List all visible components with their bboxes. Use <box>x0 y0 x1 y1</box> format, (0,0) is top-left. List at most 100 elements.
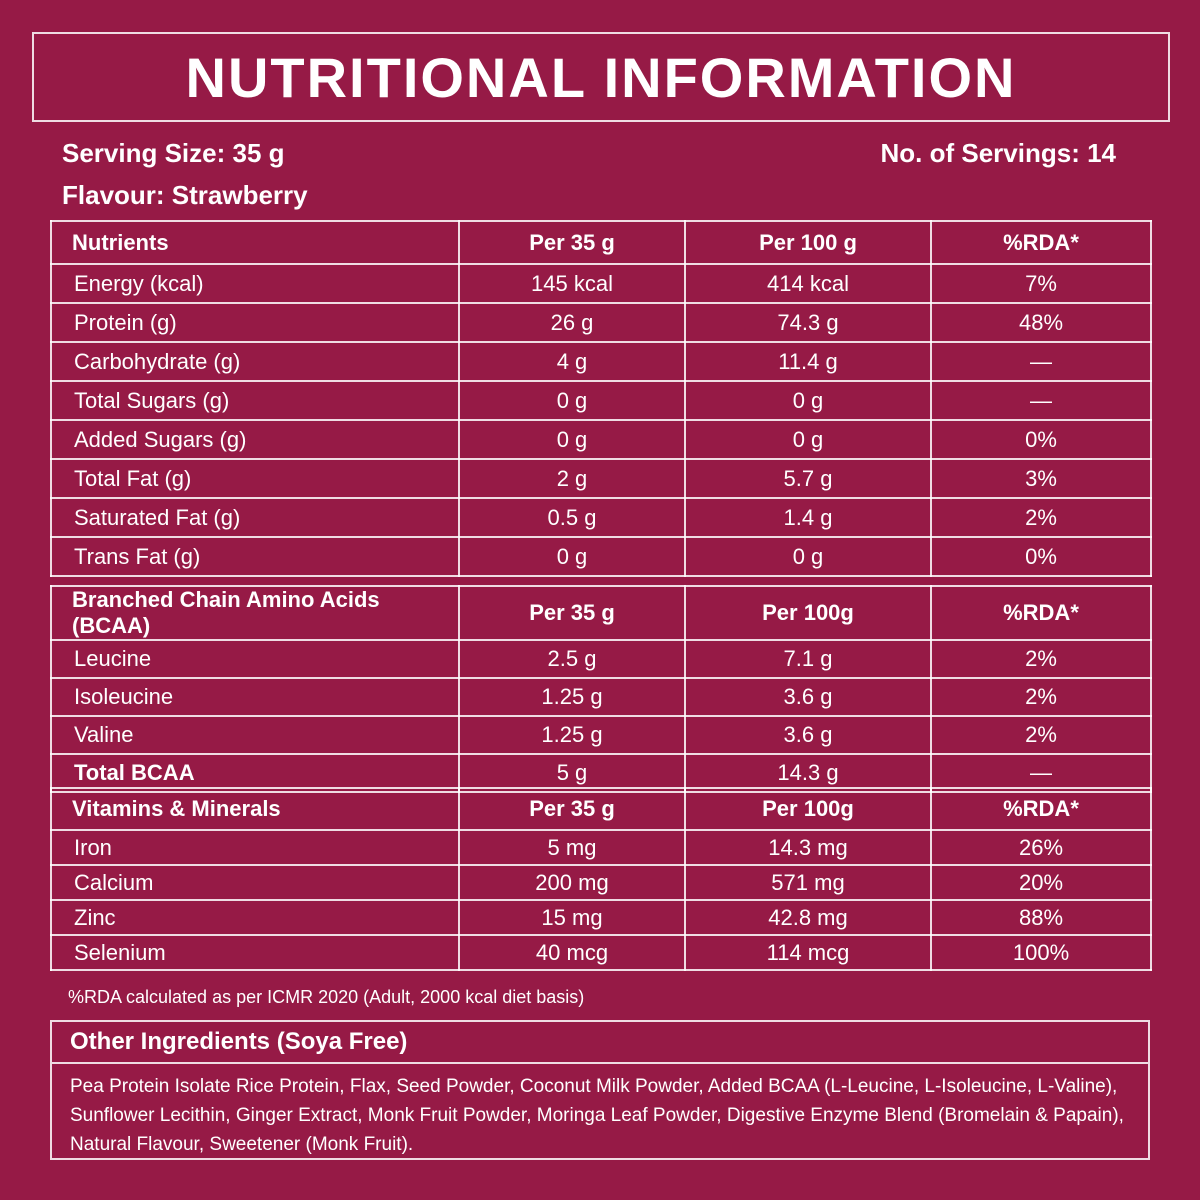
nutrients-table: Nutrients Per 35 g Per 100 g %RDA* Energy (k… <box>50 220 1152 577</box>
nutrient-value: 88% <box>930 899 1152 936</box>
nutrient-name: Calcium <box>50 864 460 901</box>
nutrient-value: — <box>930 380 1152 421</box>
nutrient-value: 5.7 g <box>684 458 932 499</box>
nutrient-value: 414 kcal <box>684 263 932 304</box>
nutrient-value: 14.3 g <box>684 753 932 793</box>
rda-footnote: %RDA calculated as per ICMR 2020 (Adult,… <box>68 987 585 1007</box>
table-row: Selenium 40 mcg 114 mcg 100% <box>50 934 1152 971</box>
column-header: %RDA* <box>930 585 1152 641</box>
nutrient-value: 0% <box>930 536 1152 577</box>
nutrient-value: 2% <box>930 639 1152 679</box>
nutrient-value: 0 g <box>684 419 932 460</box>
nutrient-value: 2 g <box>458 458 686 499</box>
table-row: Leucine 2.5 g 7.1 g 2% <box>50 639 1152 679</box>
nutrient-name: Energy (kcal) <box>50 263 460 304</box>
vitamins-table: Vitamins & Minerals Per 35 g Per 100g %RDA*… <box>50 787 1152 971</box>
nutrient-value: 11.4 g <box>684 341 932 382</box>
nutrient-value: 3% <box>930 458 1152 499</box>
nutrient-value: 42.8 mg <box>684 899 932 936</box>
column-header: Vitamins & Minerals <box>50 787 460 831</box>
column-header: Per 35 g <box>458 585 686 641</box>
nutrients-header-row: Nutrients Per 35 g Per 100 g %RDA* <box>50 220 1152 265</box>
nutrient-name: Selenium <box>50 934 460 971</box>
nutrient-value: 1.25 g <box>458 715 686 755</box>
servings-count: No. of Servings: 14 <box>880 138 1117 168</box>
nutrient-value: 114 mcg <box>684 934 932 971</box>
column-header: Nutrients <box>50 220 460 265</box>
ingredients-title: Other Ingredients (Soya Free) <box>52 1022 1148 1064</box>
nutrient-name: Leucine <box>50 639 460 679</box>
nutrient-value: 3.6 g <box>684 677 932 717</box>
nutrient-value: 571 mg <box>684 864 932 901</box>
nutrient-name: Saturated Fat (g) <box>50 497 460 538</box>
column-header: Per 100 g <box>684 220 932 265</box>
column-header: Per 100g <box>684 585 932 641</box>
nutrient-value: 2% <box>930 497 1152 538</box>
nutrient-name: Valine <box>50 715 460 755</box>
table-row: Carbohydrate (g) 4 g 11.4 g — <box>50 341 1152 382</box>
nutrient-value: 4 g <box>458 341 686 382</box>
nutrient-value: 0 g <box>684 380 932 421</box>
nutrient-name: Trans Fat (g) <box>50 536 460 577</box>
nutrient-value: 1.4 g <box>684 497 932 538</box>
nutrient-value: 7% <box>930 263 1152 304</box>
nutrient-value: 3.6 g <box>684 715 932 755</box>
nutrient-value: 1.25 g <box>458 677 686 717</box>
table-row: Saturated Fat (g) 0.5 g 1.4 g 2% <box>50 497 1152 538</box>
serving-size: Serving Size: 35 g <box>62 138 285 168</box>
nutrient-value: 145 kcal <box>458 263 686 304</box>
nutrient-name: Total Fat (g) <box>50 458 460 499</box>
nutrient-value: 100% <box>930 934 1152 971</box>
column-header: Per 100g <box>684 787 932 831</box>
nutrient-value: 0 g <box>458 419 686 460</box>
table-row: Isoleucine 1.25 g 3.6 g 2% <box>50 677 1152 717</box>
nutrient-value: 15 mg <box>458 899 686 936</box>
table-row: Total Fat (g) 2 g 5.7 g 3% <box>50 458 1152 499</box>
nutrient-value: 26% <box>930 829 1152 866</box>
column-header: %RDA* <box>930 787 1152 831</box>
column-header: Per 35 g <box>458 787 686 831</box>
table-row: Calcium 200 mg 571 mg 20% <box>50 864 1152 901</box>
nutrient-value: 0% <box>930 419 1152 460</box>
ingredients-text: Pea Protein Isolate Rice Protein, Flax, … <box>70 1076 1124 1155</box>
nutrient-value: 0 g <box>458 380 686 421</box>
page-title: NUTRITIONAL INFORMATION <box>185 45 1017 109</box>
nutrient-value: 200 mg <box>458 864 686 901</box>
nutrient-value: 5 mg <box>458 829 686 866</box>
nutrient-value: 0.5 g <box>458 497 686 538</box>
bcaa-header-row: Branched Chain Amino Acids (BCAA) Per 35 … <box>50 585 1152 641</box>
nutrient-value: 0 g <box>684 536 932 577</box>
table-row: Iron 5 mg 14.3 mg 26% <box>50 829 1152 866</box>
table-row: Zinc 15 mg 42.8 mg 88% <box>50 899 1152 936</box>
title-banner: NUTRITIONAL INFORMATION <box>32 32 1170 122</box>
nutrient-value: 2% <box>930 715 1152 755</box>
nutrient-name: Zinc <box>50 899 460 936</box>
nutrient-value: 40 mcg <box>458 934 686 971</box>
nutrient-name: Protein (g) <box>50 302 460 343</box>
column-header: Per 35 g <box>458 220 686 265</box>
table-row: Protein (g) 26 g 74.3 g 48% <box>50 302 1152 343</box>
nutrient-name: Iron <box>50 829 460 866</box>
nutrient-name: Carbohydrate (g) <box>50 341 460 382</box>
nutrient-value: 2% <box>930 677 1152 717</box>
table-row: Energy (kcal) 145 kcal 414 kcal 7% <box>50 263 1152 304</box>
vitamins-header-row: Vitamins & Minerals Per 35 g Per 100g %RDA* <box>50 787 1152 831</box>
ingredients-box: Other Ingredients (Soya Free) Pea Protei… <box>50 1020 1150 1160</box>
nutrient-value: 5 g <box>458 753 686 793</box>
nutrient-value: 2.5 g <box>458 639 686 679</box>
nutrient-value: 48% <box>930 302 1152 343</box>
nutrient-value: 74.3 g <box>684 302 932 343</box>
nutrient-name: Isoleucine <box>50 677 460 717</box>
bcaa-table: Branched Chain Amino Acids (BCAA) Per 35 … <box>50 585 1152 793</box>
flavour-label: Flavour: Strawberry <box>62 180 308 210</box>
column-header: %RDA* <box>930 220 1152 265</box>
nutrient-name: Added Sugars (g) <box>50 419 460 460</box>
nutrient-value: 20% <box>930 864 1152 901</box>
nutrient-value: 26 g <box>458 302 686 343</box>
table-row: Valine 1.25 g 3.6 g 2% <box>50 715 1152 755</box>
nutrient-name: Total BCAA <box>50 753 460 793</box>
nutrient-value: — <box>930 341 1152 382</box>
